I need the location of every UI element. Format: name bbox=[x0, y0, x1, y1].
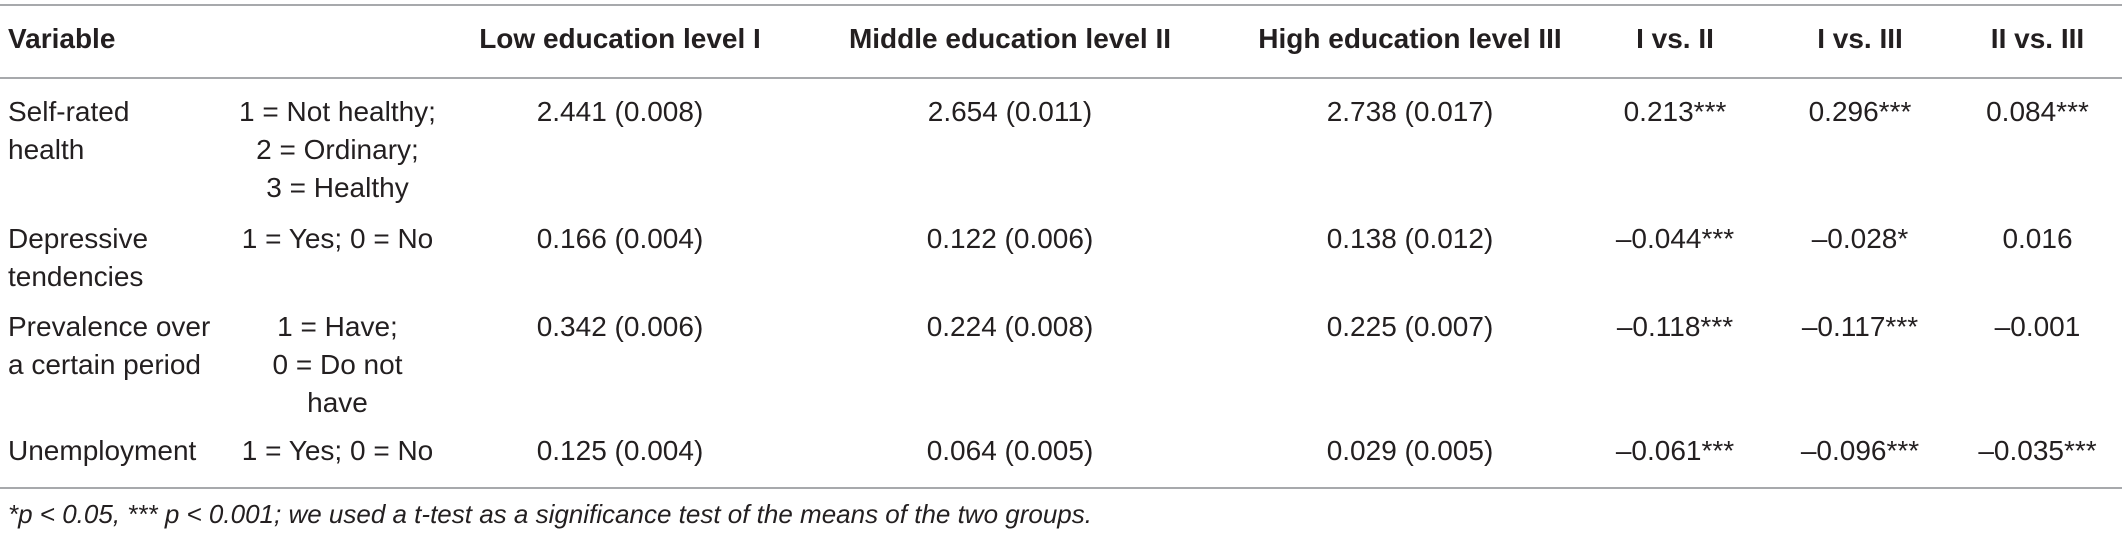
row-low-value: 2.441 (0.008) bbox=[536, 96, 704, 127]
row-low-value: 0.342 (0.006) bbox=[536, 311, 704, 342]
row-coding: 1 = Yes; 0 = No bbox=[241, 435, 434, 466]
header-middle-education: Middle education level II bbox=[848, 23, 1172, 54]
row-high-value: 0.029 (0.005) bbox=[1326, 435, 1494, 466]
row-variable: Prevalence over a certain period bbox=[8, 311, 211, 380]
row-middle-value: 0.122 (0.006) bbox=[926, 223, 1094, 254]
row-i-vs-ii: –0.044*** bbox=[1615, 223, 1735, 254]
row-i-vs-ii: –0.118*** bbox=[1616, 311, 1734, 342]
row-variable: Depressive tendencies bbox=[8, 223, 149, 292]
row-ii-vs-iii: 0.084*** bbox=[1986, 96, 2089, 127]
header-i-vs-ii: I vs. II bbox=[1636, 23, 1714, 54]
row-middle-value: 0.064 (0.005) bbox=[926, 435, 1094, 466]
table-footnote: *p < 0.05, *** p < 0.001; we used a t-te… bbox=[8, 499, 1092, 529]
row-i-vs-iii: –0.096*** bbox=[1800, 435, 1920, 466]
table-header-rule bbox=[0, 77, 2122, 79]
row-ii-vs-iii: –0.001 bbox=[1994, 311, 2081, 342]
row-ii-vs-iii: –0.035*** bbox=[1978, 435, 2097, 466]
row-coding: 1 = Not healthy; 2 = Ordinary; 3 = Healt… bbox=[239, 96, 436, 203]
table-bottom-rule bbox=[0, 487, 2122, 489]
header-low-education: Low education level I bbox=[479, 23, 761, 54]
table-top-rule bbox=[0, 4, 2122, 6]
row-coding: 1 = Yes; 0 = No bbox=[241, 223, 434, 254]
row-high-value: 0.138 (0.012) bbox=[1326, 223, 1494, 254]
row-i-vs-iii: 0.296*** bbox=[1808, 96, 1912, 127]
header-high-education: High education level III bbox=[1258, 23, 1562, 54]
row-low-value: 0.166 (0.004) bbox=[536, 223, 704, 254]
row-i-vs-ii: 0.213*** bbox=[1623, 96, 1727, 127]
row-variable: Unemployment bbox=[8, 435, 197, 466]
row-high-value: 2.738 (0.017) bbox=[1326, 96, 1494, 127]
row-coding: 1 = Have; 0 = Do not have bbox=[272, 311, 403, 418]
row-middle-value: 0.224 (0.008) bbox=[926, 311, 1094, 342]
row-i-vs-ii: –0.061*** bbox=[1615, 435, 1735, 466]
row-high-value: 0.225 (0.007) bbox=[1326, 311, 1494, 342]
header-i-vs-iii: I vs. III bbox=[1817, 23, 1903, 54]
row-ii-vs-iii: 0.016 bbox=[2002, 223, 2073, 254]
header-ii-vs-iii: II vs. III bbox=[1990, 23, 2085, 54]
row-variable: Self-rated health bbox=[8, 96, 130, 165]
row-low-value: 0.125 (0.004) bbox=[536, 435, 704, 466]
row-i-vs-iii: –0.028* bbox=[1811, 223, 1909, 254]
header-variable: Variable bbox=[8, 23, 116, 54]
row-middle-value: 2.654 (0.011) bbox=[927, 96, 1093, 127]
row-i-vs-iii: –0.117*** bbox=[1801, 311, 1919, 342]
